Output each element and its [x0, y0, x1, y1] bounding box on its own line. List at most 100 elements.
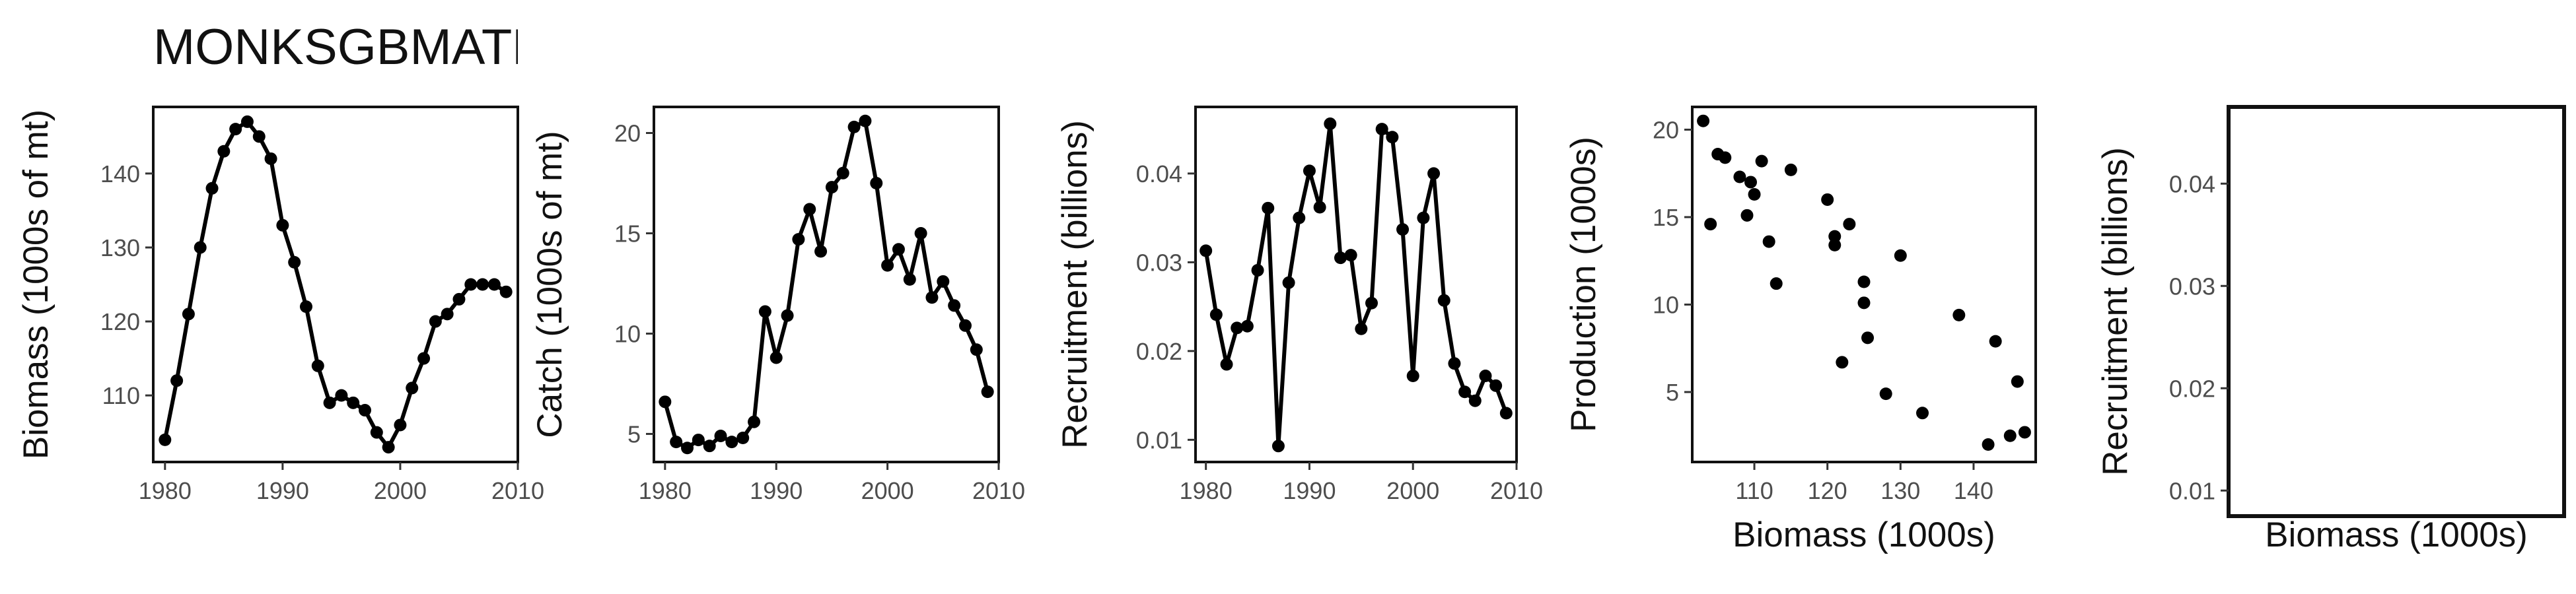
- data-point: [958, 319, 972, 332]
- data-point: [836, 166, 849, 180]
- recruitment-vs-biomass-panel: 0.01 0.02 0.03 0.04 Recruitment (billions) Bi…: [2096, 105, 2566, 554]
- data-point: [1220, 358, 1233, 371]
- data-point: [252, 130, 266, 143]
- y-tick-label: 20: [1653, 116, 1679, 143]
- data-point: [1821, 193, 1834, 206]
- data-point: [781, 309, 794, 322]
- catch-timeseries-panel: 5 10 15 20 1980 1990 2000 2010 Catch (1000s of m…: [530, 106, 1025, 504]
- y-tick-label: 20: [614, 120, 641, 147]
- x-tick-label: 110: [1735, 477, 1773, 504]
- data-point: [681, 442, 694, 455]
- plot-frame: [152, 106, 519, 463]
- data-point: [1733, 170, 1746, 183]
- data-point: [914, 226, 927, 240]
- series-line: [162, 119, 507, 449]
- data-point: [1784, 163, 1797, 176]
- data-point: [487, 278, 501, 291]
- production-vs-biomass-panel: 5 10 15 20 110 120 130 140 Production (1000s) Bio…: [1564, 106, 2037, 554]
- data-point: [803, 203, 816, 216]
- data-point: [1458, 385, 1472, 399]
- data-point: [347, 396, 360, 409]
- data-point: [1857, 296, 1871, 310]
- data-point: [370, 426, 383, 439]
- y-axis-title: Biomass (1000s of mt): [17, 110, 55, 459]
- data-point: [406, 381, 419, 395]
- data-point: [1479, 370, 1492, 383]
- data-point: [1952, 308, 1966, 321]
- data-point: [1879, 387, 1892, 401]
- biomass-timeseries-panel: 110 120 130 140 1980 1990 2000 2010 Biomass (100…: [17, 106, 544, 504]
- x-axis-title: Biomass (1000s): [2265, 515, 2528, 554]
- data-point: [1282, 276, 1295, 289]
- data-point: [670, 436, 683, 449]
- data-point: [276, 218, 289, 232]
- data-point: [1375, 123, 1388, 136]
- data-point: [264, 152, 277, 165]
- data-point: [1489, 379, 1503, 392]
- data-point: [758, 305, 771, 318]
- data-point: [1828, 238, 1842, 251]
- data-point: [1748, 188, 1761, 201]
- data-point: [359, 404, 372, 417]
- data-point: [1499, 407, 1513, 420]
- data-point: [1344, 249, 1357, 262]
- x-tick-label: 2010: [491, 477, 544, 504]
- data-point: [429, 315, 442, 328]
- data-point: [240, 115, 254, 128]
- y-axis-title: Recruitment (billions): [1055, 120, 1094, 449]
- data-point: [881, 259, 894, 272]
- data-point: [464, 278, 478, 291]
- data-point: [748, 415, 761, 428]
- data-point: [1828, 230, 1842, 243]
- data-point: [417, 352, 431, 365]
- data-point: [194, 241, 207, 254]
- data-point: [1857, 275, 1871, 288]
- data-point: [288, 255, 301, 269]
- data-point: [1762, 235, 1775, 248]
- data-point: [217, 145, 231, 158]
- y-tick-label: 140: [100, 160, 140, 187]
- data-point: [948, 299, 961, 312]
- y-tick-label: 10: [614, 320, 641, 347]
- data-point: [229, 123, 242, 136]
- data-point: [1251, 263, 1264, 277]
- data-point: [205, 182, 219, 195]
- data-point: [1324, 117, 1337, 131]
- data-point: [1719, 151, 1732, 164]
- data-point: [335, 389, 348, 402]
- x-tick-label: 140: [1954, 477, 1993, 504]
- data-point: [703, 440, 716, 453]
- data-point: [1427, 167, 1441, 180]
- data-point: [1755, 154, 1768, 168]
- y-tick-label: 5: [627, 420, 641, 447]
- y-tick-label: 0.02: [1136, 338, 1182, 365]
- data-point: [814, 245, 828, 258]
- y-tick-label: 10: [1653, 291, 1679, 318]
- data-point: [769, 351, 783, 364]
- data-point: [299, 300, 312, 314]
- data-point: [1406, 370, 1419, 383]
- data-point: [903, 273, 916, 286]
- y-tick-label: 15: [614, 220, 641, 247]
- data-point: [452, 292, 466, 306]
- data-point: [1262, 201, 1275, 214]
- data-point: [847, 120, 861, 133]
- x-tick-label: 1980: [139, 477, 192, 504]
- data-point: [970, 343, 983, 356]
- y-tick-label: 5: [1666, 379, 1679, 406]
- data-point: [1209, 308, 1223, 321]
- data-point: [1448, 357, 1461, 370]
- y-tick-label: 0.03: [2169, 273, 2215, 300]
- y-tick-label: 0.04: [1136, 160, 1182, 187]
- data-point: [981, 385, 994, 399]
- data-point: [394, 418, 407, 432]
- y-tick-label: 15: [1653, 204, 1679, 231]
- data-point: [1697, 114, 1710, 127]
- data-point: [323, 396, 336, 409]
- data-point: [2018, 426, 2031, 439]
- data-point: [2011, 375, 2024, 388]
- chart-title: MONKSGBMATL: [153, 19, 518, 75]
- plot-frame: [1691, 106, 2037, 463]
- data-point: [1894, 249, 1907, 262]
- data-point: [714, 429, 727, 442]
